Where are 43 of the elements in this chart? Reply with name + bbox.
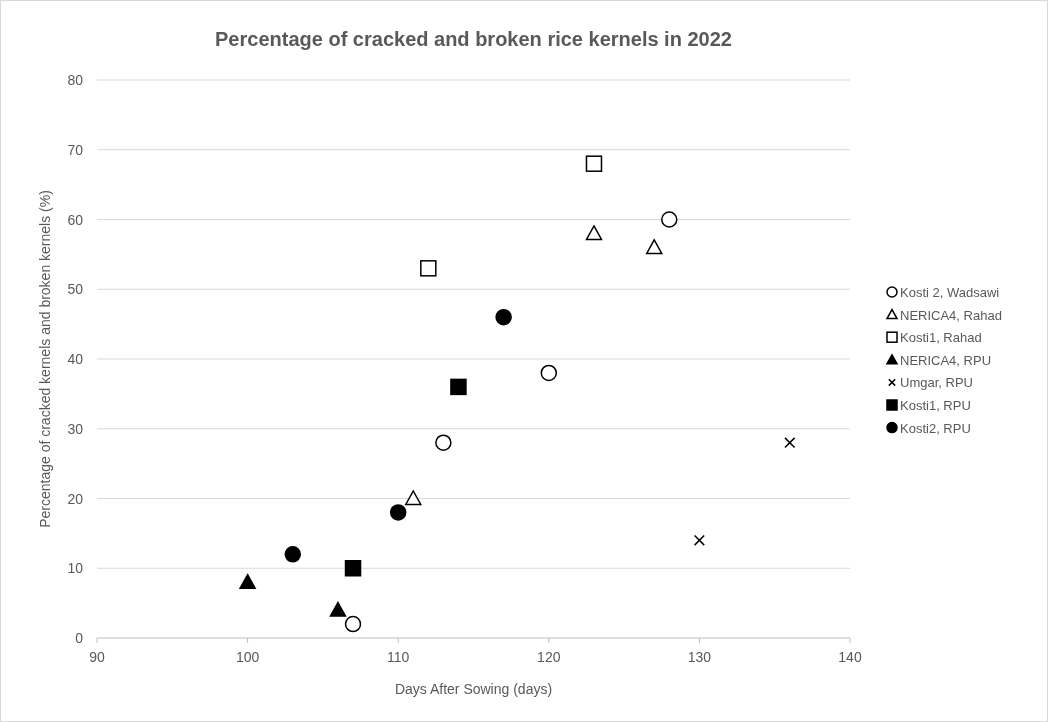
point <box>420 260 437 277</box>
point <box>784 437 796 449</box>
x-tick-label: 110 <box>387 649 410 665</box>
x-tick-label: 120 <box>537 649 561 665</box>
x-tick-label: 100 <box>235 649 260 665</box>
point <box>540 364 558 382</box>
y-tick-label: 50 <box>67 281 84 298</box>
legend-label: NERICA4, Rahad <box>900 307 1002 323</box>
point <box>239 573 256 589</box>
x-axis-title: Days After Sowing (days) <box>394 681 553 697</box>
legend-label: Kosti1, Rahad <box>900 330 982 346</box>
legend-label: Kosti2, RPU <box>900 420 971 436</box>
point <box>344 560 362 577</box>
x-tick-label: 130 <box>687 649 712 665</box>
point <box>284 546 302 563</box>
point <box>450 378 467 396</box>
legend-label: Kosti 2, Wadsawi <box>900 285 1000 300</box>
point <box>645 239 663 255</box>
legend-label: Umgar, RPU <box>900 375 973 391</box>
y-tick-label: 40 <box>67 351 84 367</box>
point <box>329 601 347 617</box>
y-tick-label: 0 <box>75 630 84 646</box>
point <box>585 225 603 241</box>
legend-label: NERICA4, RPU <box>900 352 992 368</box>
point <box>585 155 603 172</box>
y-tick-label: 10 <box>67 560 84 577</box>
x-tick-label: 140 <box>838 649 862 665</box>
y-axis-title: Percentage of cracked kernels and broken kernels (%) <box>37 190 53 528</box>
point <box>693 534 705 546</box>
x-tick-label: 90 <box>89 649 105 665</box>
point <box>435 434 452 451</box>
y-tick-label: 70 <box>67 141 84 158</box>
point <box>661 211 678 228</box>
point <box>405 490 422 506</box>
point <box>344 615 362 633</box>
y-tick-label: 20 <box>67 490 84 507</box>
point <box>389 504 407 521</box>
y-tick-label: 60 <box>67 211 84 228</box>
legend-label: Kosti1, RPU <box>900 398 971 413</box>
chart-title: Percentage of cracked and broken rice kernels in 2022 <box>215 28 732 50</box>
y-tick-label: 80 <box>67 72 84 88</box>
point <box>495 308 512 326</box>
y-tick-label: 30 <box>67 420 84 437</box>
